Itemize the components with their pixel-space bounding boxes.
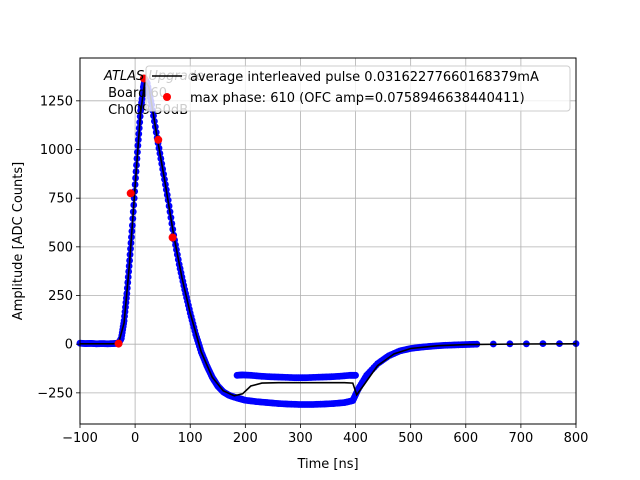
x-tick-label: 800 — [564, 431, 589, 446]
x-tick-label: 0 — [131, 431, 139, 446]
x-axis-label: Time [ns] — [296, 457, 358, 472]
y-tick-label: 500 — [48, 240, 73, 255]
legend-label-max-phase: max phase: 610 (OFC amp=0.07589466384404… — [190, 91, 525, 106]
y-tick-label: 750 — [48, 192, 73, 207]
legend-box — [145, 65, 571, 112]
x-tick-label: 200 — [233, 431, 258, 446]
max-phase-point — [114, 339, 123, 348]
max-phase-point — [168, 233, 177, 242]
x-tick-label: 400 — [343, 431, 368, 446]
y-tick-label: 1250 — [40, 94, 73, 109]
x-tick-label: 500 — [398, 431, 423, 446]
y-axis-label: Amplitude [ADC Counts] — [11, 162, 26, 320]
x-tick-label: 600 — [453, 431, 478, 446]
data-layer — [76, 74, 580, 408]
y-tick-label: −250 — [37, 386, 73, 401]
x-tick-label: 700 — [508, 431, 533, 446]
y-tick-label: 250 — [48, 289, 73, 304]
legend: average interleaved pulse 0.031622776601… — [145, 65, 571, 112]
x-tick-label: −100 — [62, 431, 98, 446]
max-phase-point — [126, 189, 135, 198]
legend-marker-max-phase — [163, 93, 171, 101]
ticks: −100 0 100 200 300 400 500 600 700 800 −250 0 250 500… — [37, 94, 588, 446]
plot-frame — [79, 57, 577, 425]
x-tick-label: 300 — [288, 431, 313, 446]
x-tick-label: 100 — [178, 431, 203, 446]
y-tick-label: 0 — [65, 338, 73, 353]
series-line-average-pulse — [80, 77, 577, 397]
legend-label-average-pulse: average interleaved pulse 0.031622776601… — [190, 70, 539, 85]
scatter-point — [352, 371, 359, 379]
y-tick-label: 1000 — [40, 143, 73, 158]
max-phase-point — [154, 135, 163, 144]
